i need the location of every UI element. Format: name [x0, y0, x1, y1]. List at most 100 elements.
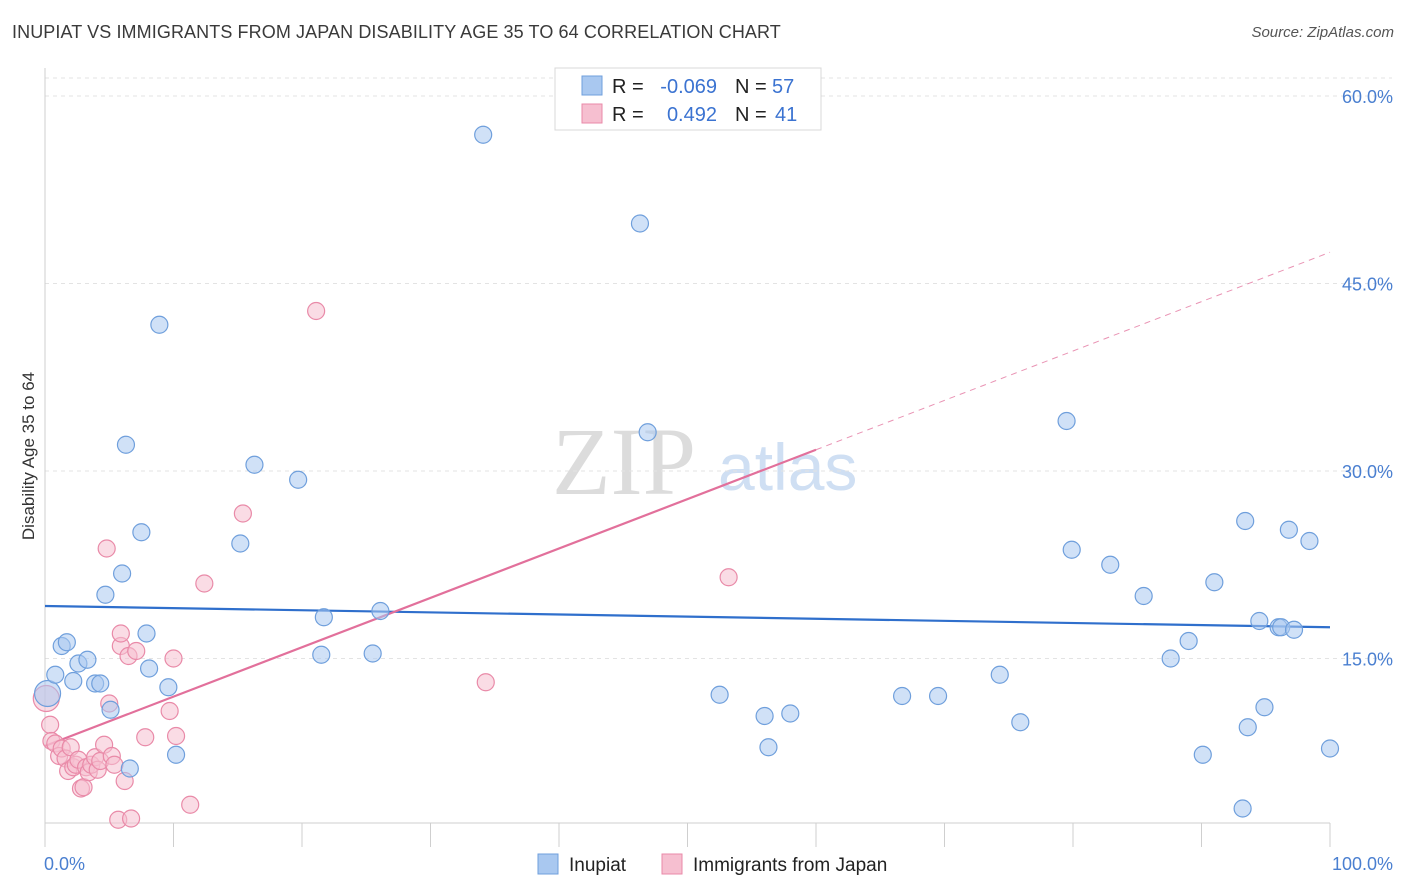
point-series-0-16	[139, 659, 159, 678]
point-series-0-8	[91, 674, 110, 693]
series-legend-label-inupiat: Inupiat	[569, 855, 627, 876]
point-series-0-19	[166, 745, 186, 764]
point-series-1-21	[97, 539, 116, 558]
point-series-0-12	[116, 435, 136, 454]
point-series-1-38	[233, 504, 252, 523]
point-series-0-27	[474, 125, 493, 144]
point-series-0-14	[132, 523, 151, 542]
trend-line-series-0	[44, 604, 1331, 629]
point-series-0-20	[231, 534, 250, 553]
point-series-1-41	[719, 568, 738, 587]
point-series-0-49	[1250, 611, 1269, 631]
point-series-0-56	[1320, 739, 1340, 758]
point-series-0-10	[101, 700, 120, 719]
watermark-atlas: atlas	[718, 430, 857, 504]
point-series-0-28	[630, 214, 650, 233]
point-series-0-25	[363, 644, 382, 663]
legend-r-label-1: R =	[612, 76, 644, 98]
legend-swatch-inupiat	[581, 75, 603, 96]
point-series-0-6	[78, 650, 97, 669]
series-legend-label-japan: Immigrants from Japan	[693, 855, 887, 876]
point-series-0-50	[1255, 698, 1274, 717]
point-series-0-31	[755, 706, 774, 726]
point-series-1-31	[127, 641, 146, 661]
point-series-0-17	[150, 315, 169, 334]
point-series-0-41	[1134, 586, 1153, 606]
point-series-0-18	[159, 678, 178, 697]
point-series-0-22	[289, 470, 308, 489]
point-series-0-4	[64, 671, 83, 691]
data-points	[32, 125, 1340, 829]
point-series-0-1	[46, 665, 65, 684]
watermark-zip: ZIP	[552, 408, 696, 515]
point-series-1-35	[166, 726, 186, 746]
point-series-0-45	[1205, 573, 1224, 592]
series-legend-swatch-inupiat	[537, 853, 559, 875]
point-series-0-30	[710, 685, 729, 704]
source-label: Source: ZipAtlas.com	[1251, 24, 1394, 41]
tick-labels: 15.0% 30.0% 45.0% 60.0% 0.0% 100.0%	[44, 87, 1393, 874]
legend-r-value-2: 0.492	[667, 104, 717, 126]
y-axis-title: Disability Age 35 to 64	[19, 372, 38, 540]
chart-title: INUPIAT VS IMMIGRANTS FROM JAPAN DISABIL…	[12, 22, 781, 42]
grid-lines	[45, 77, 1392, 659]
point-series-1-24	[105, 755, 124, 774]
point-series-0-15	[137, 624, 156, 643]
point-series-1-30	[121, 809, 141, 828]
trend-line-series-1	[44, 448, 817, 748]
point-series-0-34	[892, 686, 912, 706]
point-series-1-33	[160, 701, 179, 721]
point-series-0-0	[33, 679, 62, 708]
point-series-0-13	[120, 759, 139, 778]
point-series-0-26	[371, 601, 390, 621]
point-series-0-32	[759, 738, 778, 757]
legend-r-label-2: R =	[612, 104, 644, 126]
legend-n-value-1: 57	[772, 76, 794, 98]
point-series-1-36	[181, 795, 200, 814]
point-series-0-37	[1011, 713, 1030, 732]
point-series-0-54	[1284, 620, 1304, 639]
stats-legend: R = -0.069 N = 57 R = 0.492 N = 41	[554, 67, 822, 131]
point-series-0-23	[312, 645, 331, 664]
legend-r-value-1: -0.069	[660, 76, 717, 98]
point-series-0-42	[1161, 649, 1180, 668]
y-tick-label-30: 30.0%	[1342, 462, 1393, 482]
point-series-0-55	[1300, 531, 1319, 551]
point-series-1-32	[136, 728, 155, 747]
point-series-0-36	[990, 665, 1009, 684]
point-series-1-27	[111, 624, 130, 643]
point-series-0-46	[1233, 799, 1252, 818]
point-series-1-37	[195, 574, 214, 593]
point-series-0-38	[1057, 411, 1076, 431]
point-series-0-44	[1193, 745, 1212, 764]
point-series-0-48	[1238, 718, 1257, 737]
point-series-0-39	[1062, 540, 1081, 559]
point-series-0-35	[928, 686, 948, 706]
point-series-0-11	[112, 564, 132, 583]
legend-n-value-2: 41	[775, 104, 797, 126]
point-series-0-3	[57, 633, 76, 652]
y-tick-label-45: 45.0%	[1342, 275, 1393, 295]
point-series-0-24	[314, 608, 333, 627]
trend-line-extension-series-1	[815, 251, 1331, 451]
y-tick-label-60: 60.0%	[1342, 87, 1393, 107]
point-series-0-43	[1179, 631, 1198, 651]
series-legend-swatch-japan	[661, 853, 683, 875]
trend-lines	[44, 251, 1331, 748]
point-series-1-34	[164, 649, 183, 668]
point-series-0-29	[638, 423, 657, 442]
point-series-0-53	[1279, 520, 1298, 539]
legend-n-label-2: N =	[735, 104, 767, 126]
point-series-0-47	[1236, 511, 1255, 531]
point-series-0-40	[1101, 555, 1120, 574]
y-tick-label-15: 15.0%	[1342, 650, 1393, 670]
legend-swatch-japan	[581, 103, 603, 124]
point-series-1-39	[307, 301, 326, 321]
point-series-1-40	[476, 673, 495, 692]
legend-n-label-1: N =	[735, 76, 767, 98]
point-series-1-1	[41, 715, 60, 734]
point-series-0-21	[245, 455, 264, 474]
series-legend: Inupiat Immigrants from Japan	[537, 853, 887, 876]
point-series-0-9	[96, 585, 115, 604]
